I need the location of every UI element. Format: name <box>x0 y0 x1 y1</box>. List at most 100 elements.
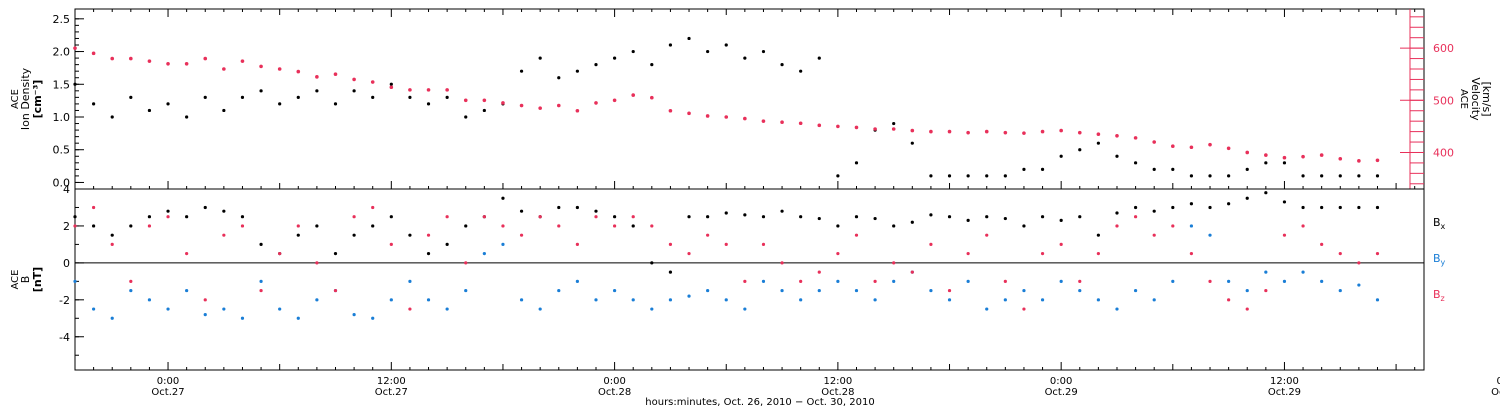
density-point <box>278 102 282 106</box>
by-point <box>538 307 542 311</box>
density-point <box>389 82 393 86</box>
velocity-point <box>501 101 505 105</box>
by-point <box>501 242 505 247</box>
bx-point <box>817 216 821 221</box>
bz-point <box>985 233 989 237</box>
bz-point <box>1245 307 1249 311</box>
velocity-point <box>538 106 542 110</box>
bx-point <box>1022 224 1026 228</box>
velocity-point <box>1189 145 1194 150</box>
bz-point <box>1357 261 1361 265</box>
bx-point <box>966 218 970 222</box>
x-tick-date-label: Oct.29 <box>1268 387 1301 398</box>
bz-series <box>73 205 1380 311</box>
by-point <box>1189 224 1194 228</box>
bx-point <box>1375 205 1380 210</box>
by-point <box>259 279 263 283</box>
bz-point <box>278 252 282 256</box>
x-tick-time-label: 0:00 <box>603 376 625 387</box>
bz-point <box>538 215 542 219</box>
velocity-point <box>650 95 654 100</box>
velocity-point <box>445 88 449 92</box>
density-point <box>1208 174 1212 178</box>
bx-point <box>1227 202 1231 206</box>
density-point <box>836 174 840 178</box>
density-point <box>315 89 319 93</box>
by-point <box>966 279 970 283</box>
bx-point <box>613 215 617 219</box>
by-point <box>1022 288 1026 293</box>
by-point <box>240 316 245 320</box>
bx-point <box>408 233 412 237</box>
density-point <box>445 95 449 99</box>
bx-point <box>557 205 561 210</box>
by-point <box>892 279 896 283</box>
bz-point <box>1040 252 1045 256</box>
bz-point <box>371 205 375 210</box>
density-point <box>1301 174 1305 178</box>
bz-point <box>296 224 300 228</box>
density-point <box>650 63 654 67</box>
velocity-point <box>929 129 933 134</box>
bz-point <box>631 215 635 219</box>
bz-point <box>761 242 766 247</box>
top-panel-frame <box>74 8 1425 190</box>
velocity-point <box>910 128 915 133</box>
bz-point <box>333 288 338 293</box>
density-point <box>854 161 859 165</box>
by-point <box>631 298 635 302</box>
velocity-point <box>705 114 710 118</box>
density-point <box>519 69 524 73</box>
velocity-point <box>426 88 431 92</box>
by-point <box>1320 279 1324 283</box>
bz-point <box>724 242 728 247</box>
legend-bz: Bz <box>1433 288 1445 303</box>
by-point <box>575 279 579 283</box>
density-point <box>780 63 784 67</box>
density-point <box>743 56 747 60</box>
velocity-point <box>836 124 840 129</box>
bx-point <box>147 215 152 219</box>
by-point <box>445 307 449 311</box>
density-point <box>557 76 561 80</box>
bx-point <box>1208 205 1212 210</box>
density-point <box>706 49 710 54</box>
velocity-point <box>594 101 598 105</box>
by-point <box>1133 288 1138 293</box>
velocity-point <box>203 56 208 61</box>
bx-point <box>575 205 579 210</box>
by-point <box>464 288 468 293</box>
velocity-point <box>873 127 877 131</box>
by-point <box>854 288 859 293</box>
bz-point <box>482 215 486 219</box>
b-tick-label: 2 <box>63 220 70 233</box>
by-point <box>724 298 728 302</box>
bz-point <box>817 270 821 274</box>
by-point <box>780 288 784 293</box>
bx-point <box>519 209 524 213</box>
by-point <box>315 298 319 302</box>
velocity-point <box>147 59 152 63</box>
velocity-point <box>296 69 301 74</box>
by-point <box>129 288 133 293</box>
bx-point <box>854 215 859 219</box>
density-point <box>817 56 821 60</box>
velocity-point <box>315 75 319 79</box>
x-tick-time-label: 12:00 <box>823 376 852 387</box>
by-point <box>185 288 189 293</box>
velocity-point <box>1096 132 1101 137</box>
velocity-point <box>761 119 766 123</box>
density-series <box>73 36 1380 178</box>
bx-point <box>92 224 96 228</box>
bx-point <box>352 233 356 237</box>
bx-point <box>929 213 933 217</box>
velocity-point <box>240 59 245 63</box>
density-point <box>947 174 952 178</box>
velocity-point <box>166 61 170 66</box>
legend-by: By <box>1433 252 1446 267</box>
density-point <box>631 49 635 54</box>
velocity-point <box>1319 153 1324 157</box>
bz-point <box>1096 252 1100 256</box>
bx-point <box>1133 205 1138 210</box>
density-point <box>408 95 412 99</box>
